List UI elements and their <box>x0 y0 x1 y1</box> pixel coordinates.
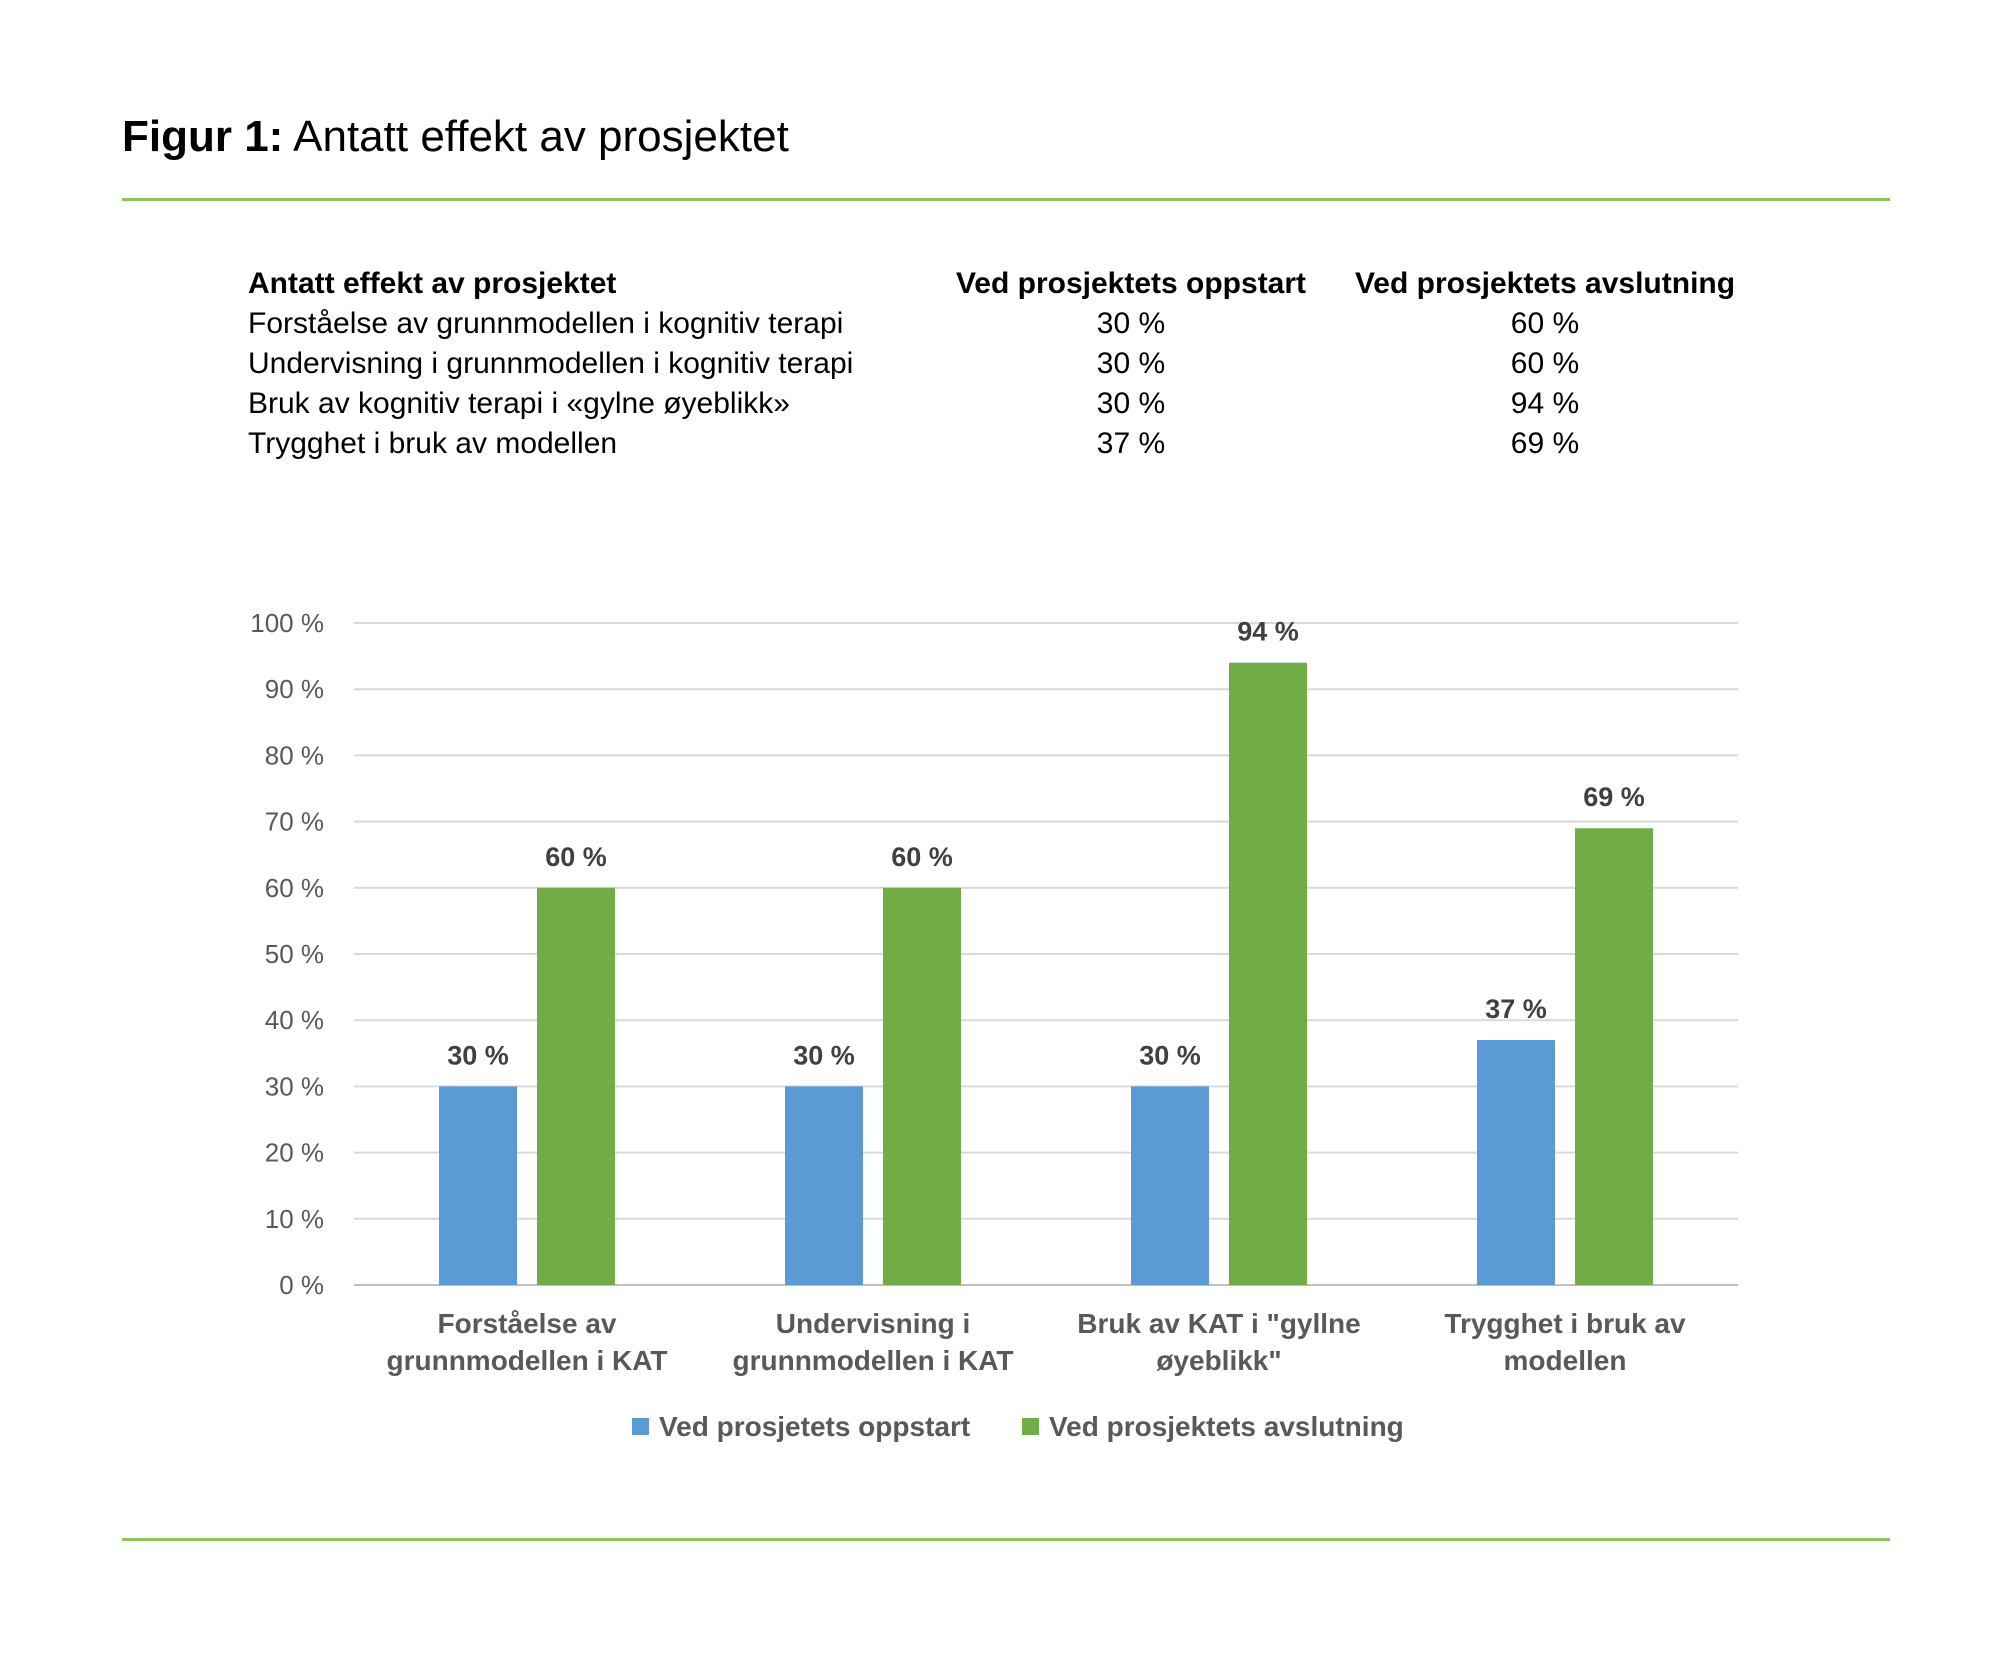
data-label: 37 % <box>1485 994 1547 1024</box>
bar <box>439 1086 517 1285</box>
y-tick-label: 20 % <box>265 1138 324 1168</box>
figure-title: Figur 1: Antatt effekt av prosjektet <box>122 112 789 162</box>
table-header: Antatt effekt av prosjektet <box>248 267 617 300</box>
table-cell: 60 % <box>1510 307 1580 340</box>
y-tick-label: 50 % <box>265 939 324 969</box>
table-cell: 60 % <box>1510 347 1580 380</box>
y-tick-label: 30 % <box>265 1071 324 1101</box>
y-tick-label: 0 % <box>279 1270 324 1300</box>
table-header: Ved prosjektets oppstart <box>955 267 1307 300</box>
legend-swatch <box>1022 1418 1039 1435</box>
y-tick-label: 90 % <box>265 674 324 704</box>
table-cell: 37 % <box>1096 427 1166 460</box>
y-tick-label: 100 % <box>250 608 324 638</box>
table-cell: Trygghet i bruk av modellen <box>248 427 618 460</box>
table-cell: 30 % <box>1096 307 1166 340</box>
top-rule <box>122 198 1890 201</box>
x-tick-label: øyeblikk" <box>1156 1345 1281 1376</box>
table-row: Trygghet i bruk av modellen 37 % 69 % <box>248 424 1752 464</box>
y-tick-label: 80 % <box>265 740 324 770</box>
bottom-rule <box>122 1538 1890 1541</box>
data-label: 30 % <box>1139 1040 1201 1070</box>
y-tick-label: 40 % <box>265 1005 324 1035</box>
y-tick-label: 10 % <box>265 1204 324 1234</box>
table-cell: 69 % <box>1510 427 1580 460</box>
x-tick-label: grunnmodellen i KAT <box>732 1345 1013 1376</box>
table-cell: Forståelse av grunnmodellen i kognitiv t… <box>248 307 844 340</box>
table-cell: Undervisning i grunnmodellen i kognitiv … <box>248 347 854 380</box>
bar <box>537 887 615 1285</box>
table-row: Bruk av kognitiv terapi i «gylne øyeblik… <box>248 384 1752 424</box>
data-table: Antatt effekt av prosjektet Ved prosjekt… <box>248 264 1752 464</box>
x-tick-label: grunnmodellen i KAT <box>386 1345 667 1376</box>
table-row: Undervisning i grunnmodellen i kognitiv … <box>248 344 1752 384</box>
y-tick-label: 70 % <box>265 807 324 837</box>
table-cell: 94 % <box>1510 387 1580 420</box>
table-cell: 30 % <box>1096 387 1166 420</box>
table-row: Forståelse av grunnmodellen i kognitiv t… <box>248 304 1752 344</box>
bar <box>1477 1040 1555 1285</box>
x-tick-label: modellen <box>1504 1345 1627 1376</box>
legend-swatch <box>632 1418 649 1435</box>
figure-label: Figur 1: <box>122 112 284 161</box>
data-label: 60 % <box>545 842 607 872</box>
legend-label: Ved prosjetets oppstart <box>659 1411 970 1442</box>
legend-label: Ved prosjektets avslutning <box>1049 1411 1404 1442</box>
data-label: 94 % <box>1237 617 1299 647</box>
bar <box>1575 828 1653 1285</box>
data-label: 69 % <box>1583 782 1645 812</box>
bar <box>785 1086 863 1285</box>
x-tick-label: Trygghet i bruk av <box>1444 1308 1686 1339</box>
y-tick-label: 60 % <box>265 873 324 903</box>
table-cell: 30 % <box>1096 347 1166 380</box>
data-label: 60 % <box>891 842 953 872</box>
table-cell: Bruk av kognitiv terapi i «gylne øyeblik… <box>248 387 790 420</box>
x-tick-label: Bruk av KAT i "gyllne <box>1077 1308 1361 1339</box>
x-tick-label: Forståelse av <box>438 1308 617 1339</box>
figure-title-text: Antatt effekt av prosjektet <box>293 112 789 161</box>
bar <box>1131 1086 1209 1285</box>
data-label: 30 % <box>793 1040 855 1070</box>
x-tick-label: Undervisning i <box>776 1308 970 1339</box>
data-label: 30 % <box>447 1040 509 1070</box>
table-header-row: Antatt effekt av prosjektet Ved prosjekt… <box>248 264 1752 304</box>
bar <box>1229 662 1307 1285</box>
bar <box>883 887 961 1285</box>
table-header: Ved prosjektets avslutning <box>1354 267 1736 300</box>
